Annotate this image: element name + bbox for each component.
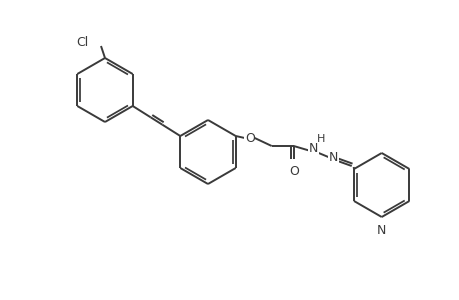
Text: Cl: Cl (77, 35, 89, 49)
Text: H: H (316, 134, 324, 144)
Text: O: O (244, 131, 254, 145)
Text: N: N (308, 142, 318, 154)
Text: N: N (328, 151, 338, 164)
Text: N: N (376, 224, 386, 237)
Text: O: O (288, 165, 298, 178)
